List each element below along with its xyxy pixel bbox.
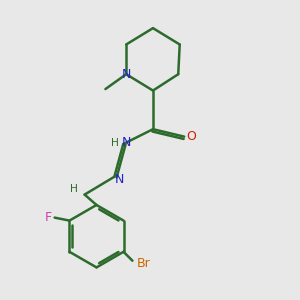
Text: N: N	[122, 136, 131, 149]
Text: N: N	[122, 68, 131, 81]
Text: H: H	[70, 184, 78, 194]
Text: N: N	[115, 172, 124, 186]
Text: H: H	[111, 138, 119, 148]
Text: Br: Br	[137, 256, 151, 270]
Text: O: O	[186, 130, 196, 143]
Text: F: F	[44, 211, 52, 224]
